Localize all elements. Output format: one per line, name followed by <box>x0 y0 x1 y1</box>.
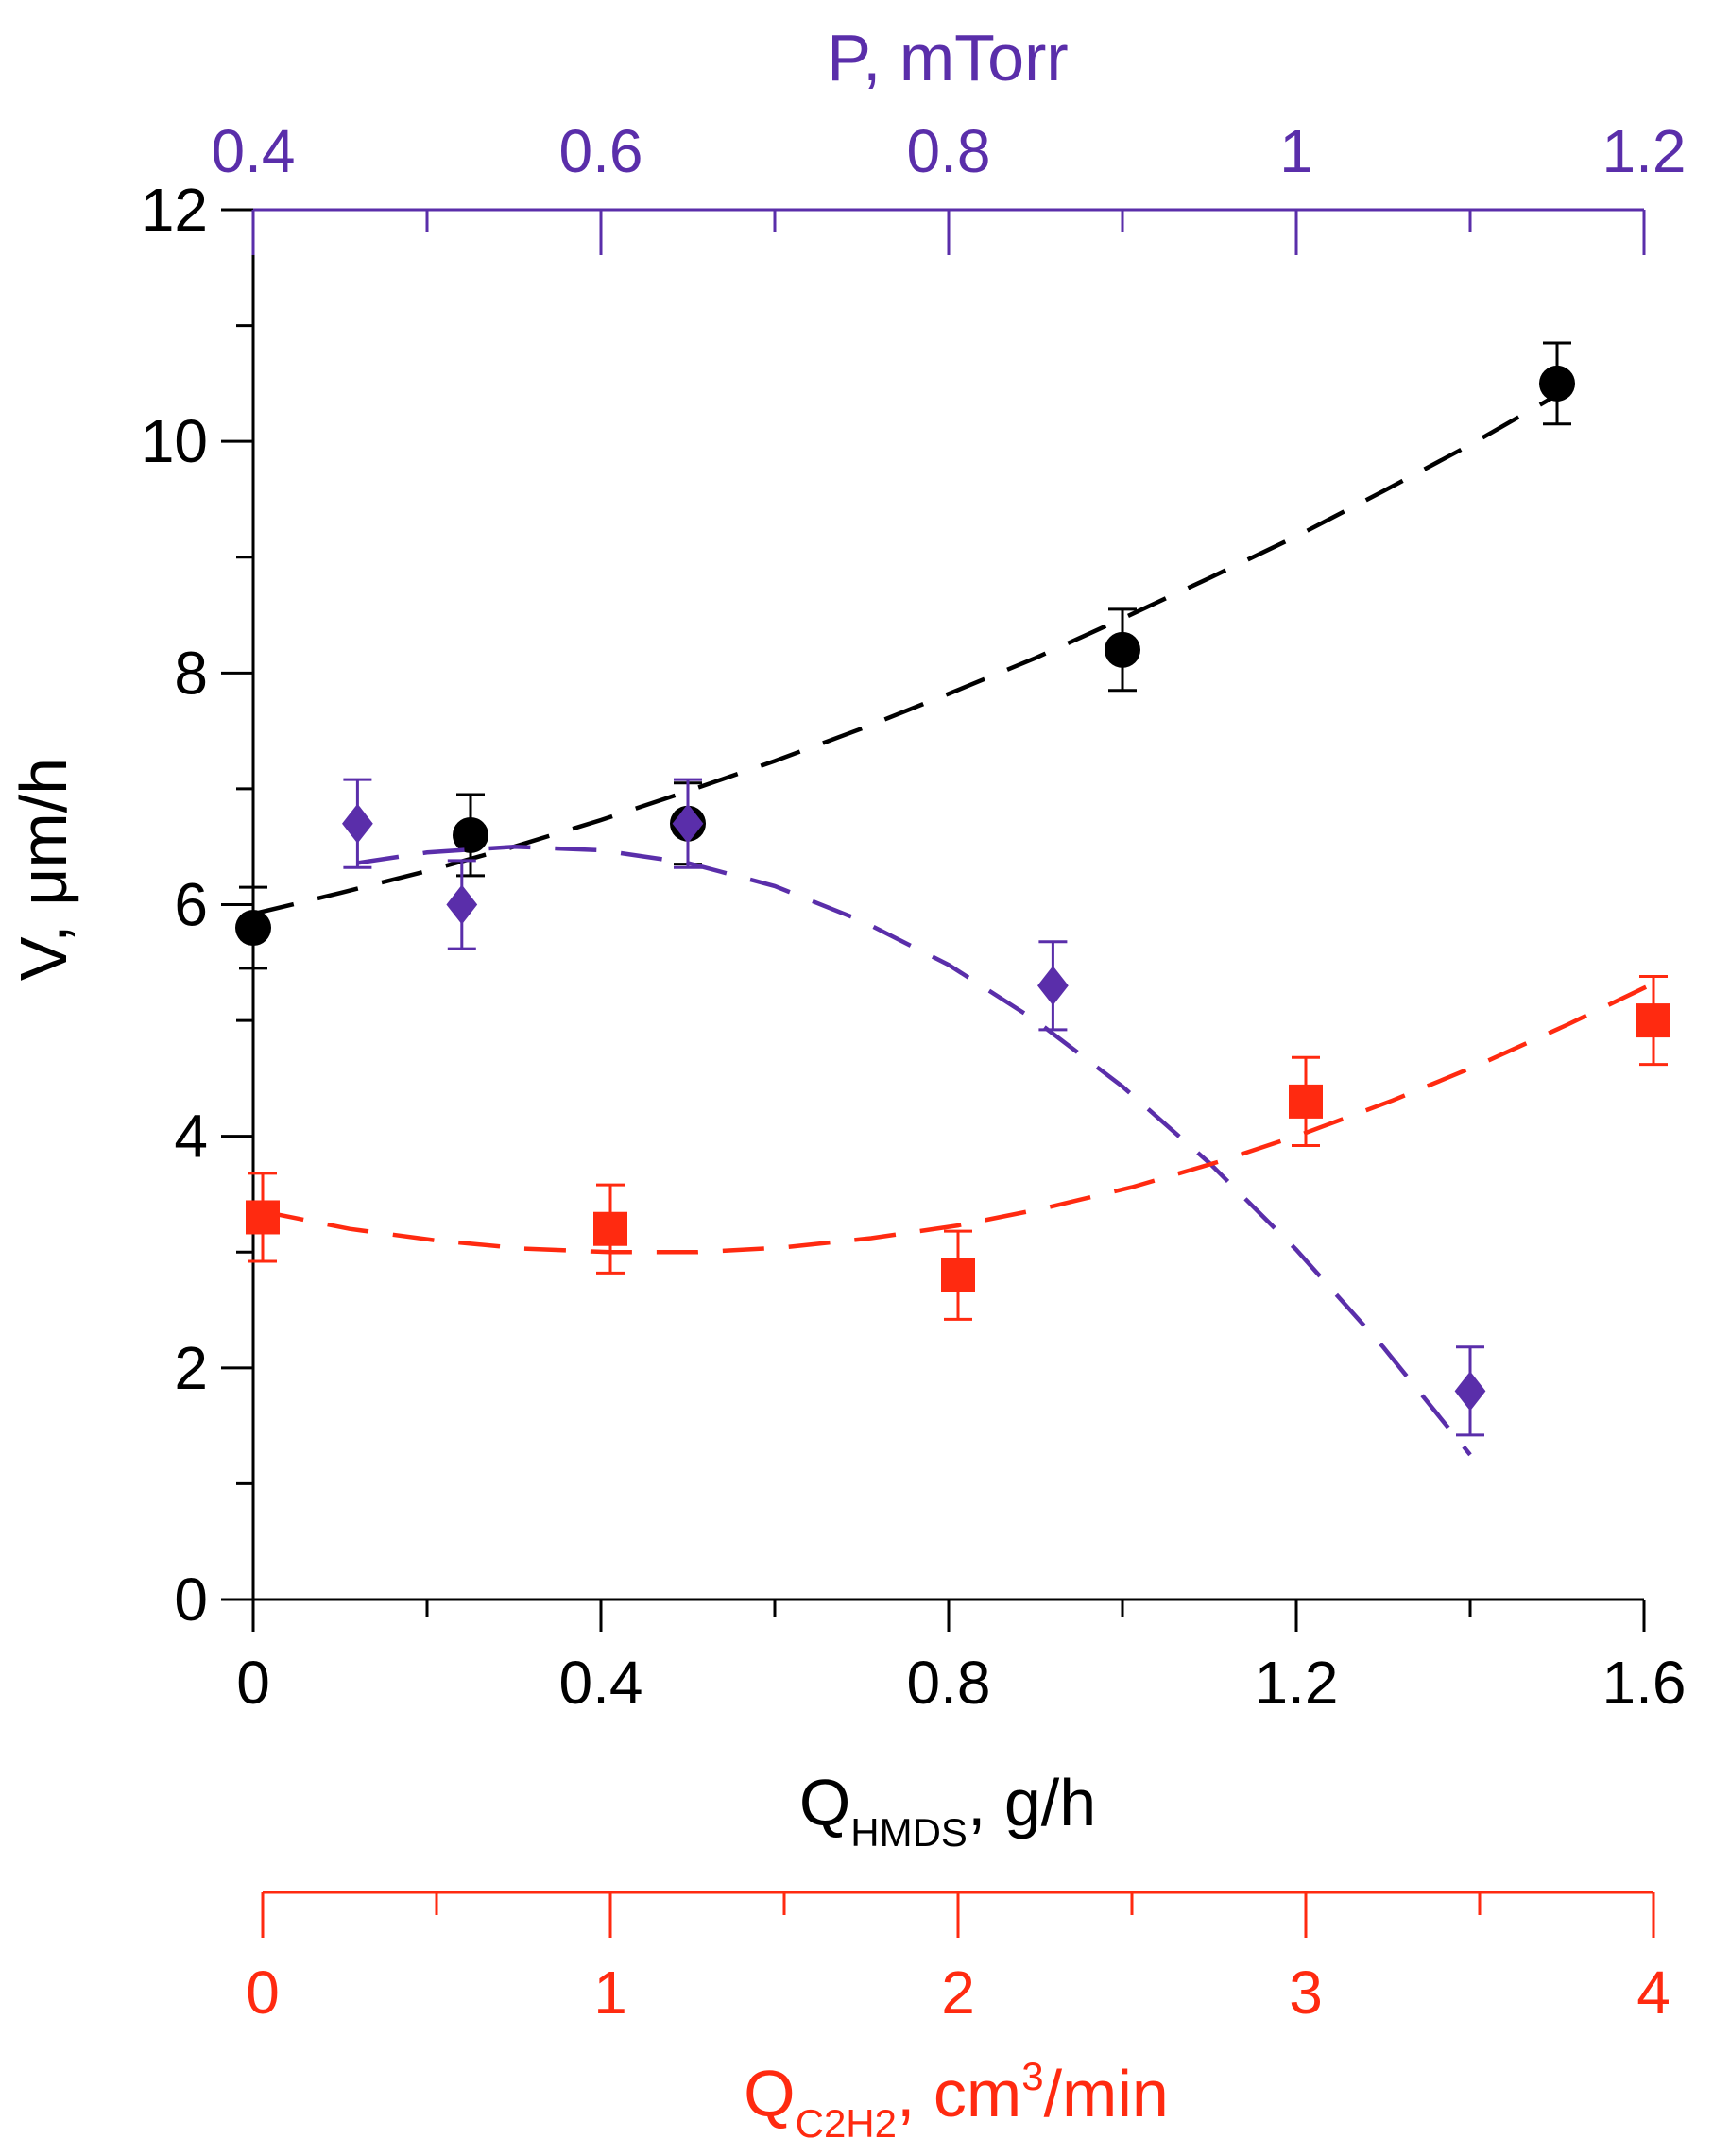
data-point-diamond <box>342 803 373 844</box>
x-bottom-tick-label: 0.8 <box>907 1649 991 1717</box>
y-tick-label: 2 <box>174 1334 208 1402</box>
data-point-square <box>941 1258 975 1292</box>
data-point-diamond <box>446 884 478 925</box>
top-axis-title: P, mTorr <box>827 21 1068 94</box>
y-tick-label: 0 <box>174 1566 208 1634</box>
data-point-diamond <box>1037 966 1069 1006</box>
data-point-circle <box>235 910 271 947</box>
bottom-axis-title-rest: , g/h <box>968 1766 1096 1839</box>
extra-axis-title-rest: , cm <box>897 2057 1021 2130</box>
fit-curve-circle <box>252 393 1559 916</box>
x-bottom-tick-label: 1.2 <box>1255 1649 1339 1717</box>
extra-axis-title-sub: C2H2 <box>796 2101 897 2146</box>
bottom-axis-title-sub: HMDS <box>850 1810 968 1855</box>
data-point-diamond <box>1454 1371 1486 1412</box>
data-point-square <box>1636 1003 1670 1038</box>
data-point-square <box>1289 1084 1323 1119</box>
y-tick-label: 4 <box>174 1103 208 1171</box>
data-point-diamond <box>672 803 704 844</box>
data-point-circle <box>1539 365 1575 402</box>
extra-axis-title-main: Q <box>744 2057 795 2130</box>
data-point-circle <box>453 816 488 853</box>
x-extra-tick-label: 4 <box>1636 1959 1670 2027</box>
x-extra-tick-label: 2 <box>941 1959 975 2027</box>
bottom-axis-title-main: Q <box>799 1766 850 1839</box>
x-top-tick-label: 0.8 <box>907 117 991 185</box>
data-point-square <box>246 1200 280 1235</box>
y-tick-label: 12 <box>141 176 208 244</box>
extra-axis-title: QC2H2, cm3/min <box>744 2054 1169 2146</box>
x-top-tick-label: 0.4 <box>212 117 296 185</box>
x-extra-tick-label: 0 <box>246 1959 280 2027</box>
bottom-axis-title: QHMDS, g/h <box>799 1766 1096 1855</box>
y-tick-label: 10 <box>141 407 208 475</box>
y-tick-label: 8 <box>174 639 208 707</box>
x-extra-tick-label: 1 <box>593 1959 627 2027</box>
x-top-tick-label: 0.6 <box>559 117 643 185</box>
x-bottom-tick-label: 0 <box>236 1649 270 1717</box>
x-bottom-tick-label: 1.6 <box>1602 1649 1687 1717</box>
fit-curve-square <box>262 981 1654 1255</box>
x-extra-tick-label: 3 <box>1289 1959 1323 2027</box>
x-bottom-tick-label: 0.4 <box>559 1649 643 1717</box>
y-tick-label: 6 <box>174 871 208 939</box>
extra-axis-title-end: /min <box>1044 2057 1169 2130</box>
x-top-tick-label: 1.2 <box>1602 117 1687 185</box>
fit-curve-diamond <box>357 844 1472 1457</box>
x-top-tick-label: 1 <box>1279 117 1313 185</box>
data-point-circle <box>1105 631 1140 668</box>
data-point-square <box>593 1211 627 1246</box>
y-axis-title: V, μm/h <box>7 758 80 981</box>
extra-axis-title-sup: 3 <box>1021 2054 1043 2098</box>
